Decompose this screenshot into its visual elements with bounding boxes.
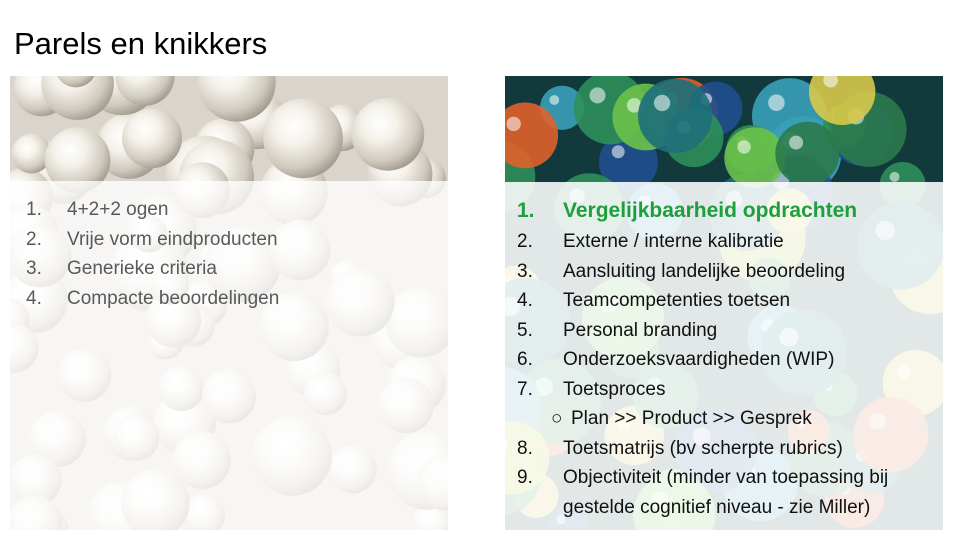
list-item: 4. Teamcompetenties toetsen [517,290,791,311]
marble-highlight [506,116,521,132]
list-subitem: ○ Plan >> Product >> Gesprek [551,408,812,429]
list-item: 2. Vrije vorm eindproducten [26,228,278,250]
list-item: 8. Toetsmatrijs (bv scherpte rubrics) [517,437,843,459]
slide-title: Parels en knikkers [14,26,268,61]
pearl-shape [44,127,111,193]
pearl-shape [115,76,175,106]
marble-shape [809,76,876,125]
pearl-shape [122,108,182,169]
list-item: 2. Externe / interne kalibratie [517,231,784,252]
marbles-list: 1. Vergelijkbaarheid opdrachten 2. Externe… [517,195,937,522]
pearls-panel: 1. 4+2+2 ogen 2. Vrije vorm eindproducten … [10,76,448,530]
list-item: 5. Personal branding [517,319,718,341]
pearl-shape [197,76,276,122]
marble-highlight [823,76,838,88]
pearl-shape [263,98,343,179]
list-item: 3. Aansluiting landelijke beoordeling [517,260,846,282]
pearls-list: 1. 4+2+2 ogen 2. Vrije vorm eindproducten … [24,195,444,313]
marble-highlight [768,94,785,111]
text-overlay [505,182,943,530]
pearl-shape [57,76,95,88]
list-item: 4. Compacte beoordelingen [26,287,280,309]
list-item: 3. Generieke criteria [26,258,217,279]
marble-highlight [889,171,900,182]
marble-highlight [737,140,751,154]
marble-highlight [549,95,560,105]
pearl-shape [351,98,425,171]
marble-highlight [626,98,642,113]
list-item-highlight: 1. Vergelijkbaarheid opdrachten [517,199,858,222]
marble-highlight [589,87,606,104]
marble-highlight [789,135,804,150]
list-item: 9. Objectiviteit (minder van toepassing b… [517,467,889,518]
pearl-shape [11,133,52,174]
marble-highlight [653,94,671,112]
marbles-panel: 1. Vergelijkbaarheid opdrachten 2. Externe… [505,76,943,530]
pearl-shape [41,76,114,120]
text-overlay [10,181,448,530]
marble-highlight [611,145,625,159]
marble-shape [638,78,713,153]
list-item: 6. Onderzoeksvaardigheden (WIP) [517,349,835,370]
list-item: 7. Toetsproces [517,378,666,400]
list-item: 1. 4+2+2 ogen [26,199,169,220]
marble-shape [775,121,840,186]
